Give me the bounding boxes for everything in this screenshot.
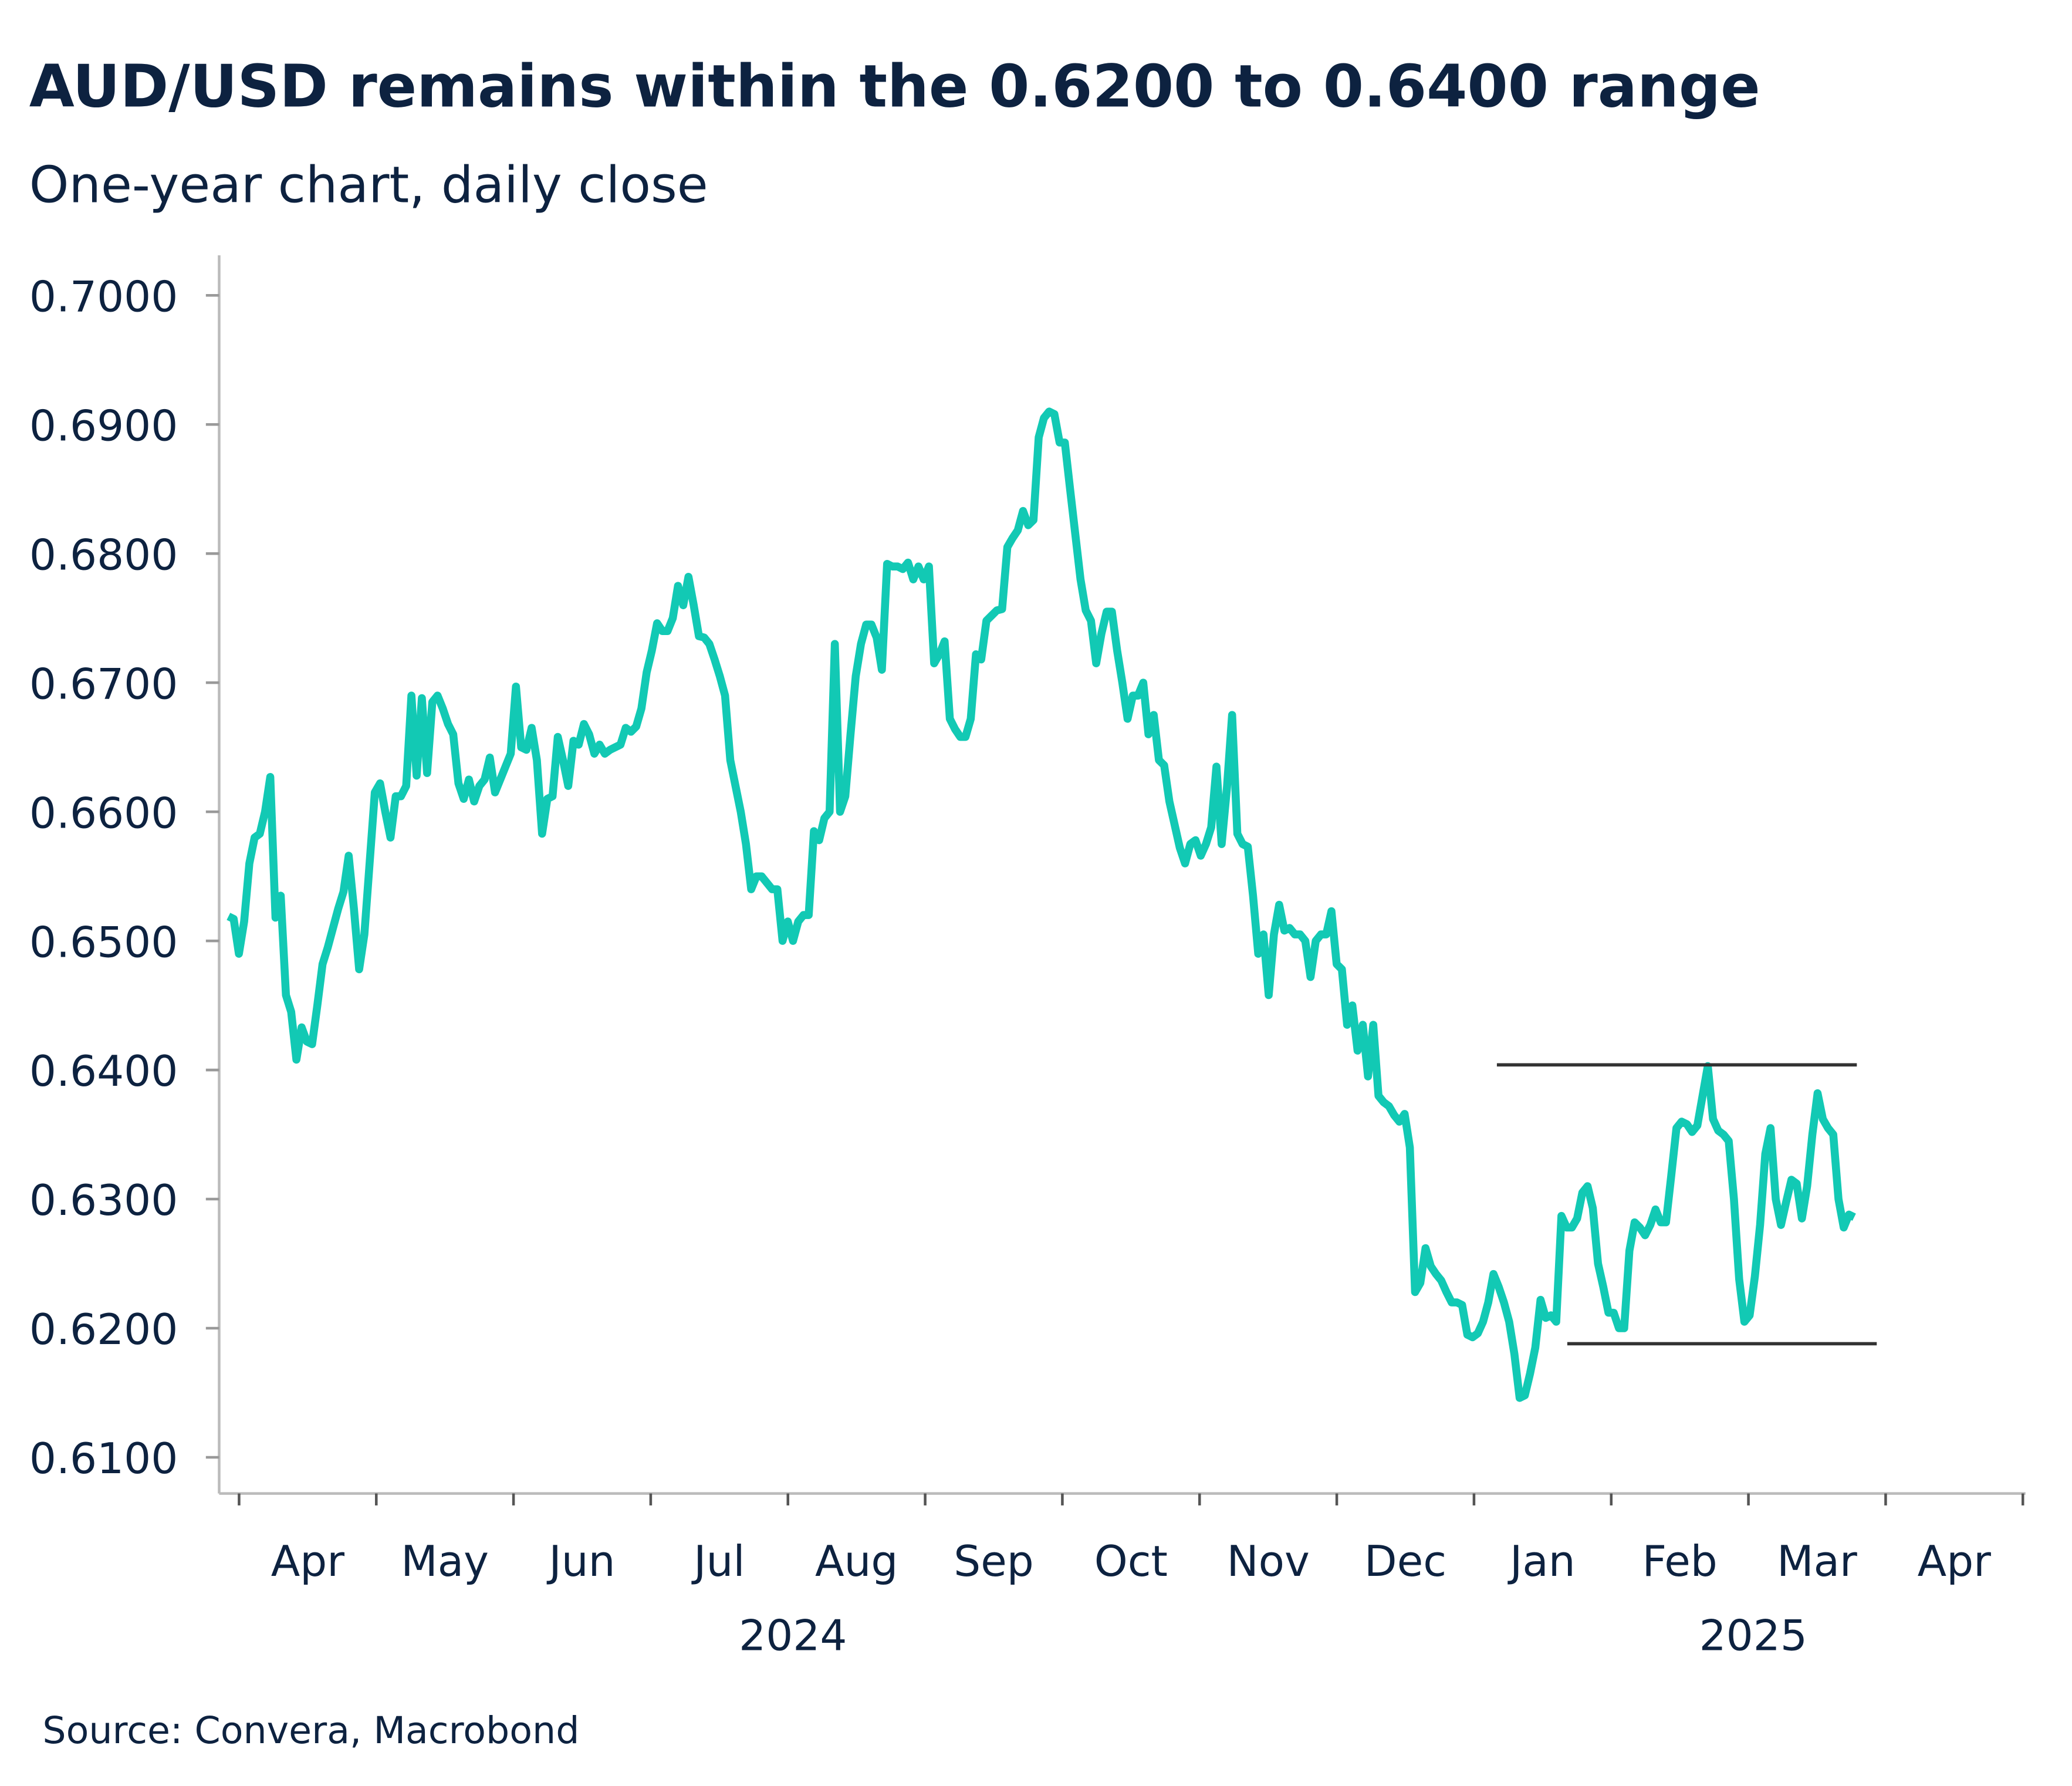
x-tick-label: May xyxy=(401,1537,489,1586)
y-tick-label: 0.6300 xyxy=(29,1176,178,1225)
y-tick-label: 0.6800 xyxy=(29,531,178,580)
chart-title: AUD/USD remains within the 0.6200 to 0.6… xyxy=(29,53,1760,121)
y-tick-label: 0.6200 xyxy=(29,1305,178,1355)
x-tick-label: Jul xyxy=(691,1537,745,1586)
x-year-label: 2025 xyxy=(1699,1612,1807,1661)
x-year-label: 2024 xyxy=(739,1612,847,1661)
x-tick-label: Oct xyxy=(1094,1537,1168,1586)
x-tick-label: Apr xyxy=(271,1537,345,1586)
x-tick-label: Jun xyxy=(546,1537,615,1586)
source-note: Source: Convera, Macrobond xyxy=(42,1709,579,1752)
y-tick-label: 0.7000 xyxy=(29,272,178,322)
x-tick-label: Dec xyxy=(1364,1537,1446,1586)
x-tick-label: Feb xyxy=(1642,1537,1718,1586)
y-tick-label: 0.6100 xyxy=(29,1434,178,1484)
x-tick-label: Mar xyxy=(1777,1537,1857,1586)
y-tick-label: 0.6500 xyxy=(29,918,178,967)
price-line xyxy=(227,407,1856,1402)
x-tick-label: Aug xyxy=(815,1537,898,1586)
x-tick-label: Sep xyxy=(954,1537,1034,1586)
chart-subtitle: One-year chart, daily close xyxy=(29,156,708,215)
y-tick-label: 0.6600 xyxy=(29,789,178,838)
y-tick-label: 0.6900 xyxy=(29,401,178,451)
y-tick-label: 0.6400 xyxy=(29,1047,178,1096)
x-tick-label: Apr xyxy=(1918,1537,1992,1586)
x-tick-label: Jan xyxy=(1507,1537,1576,1586)
x-tick-label: Nov xyxy=(1226,1537,1309,1586)
y-tick-label: 0.6700 xyxy=(29,660,178,709)
